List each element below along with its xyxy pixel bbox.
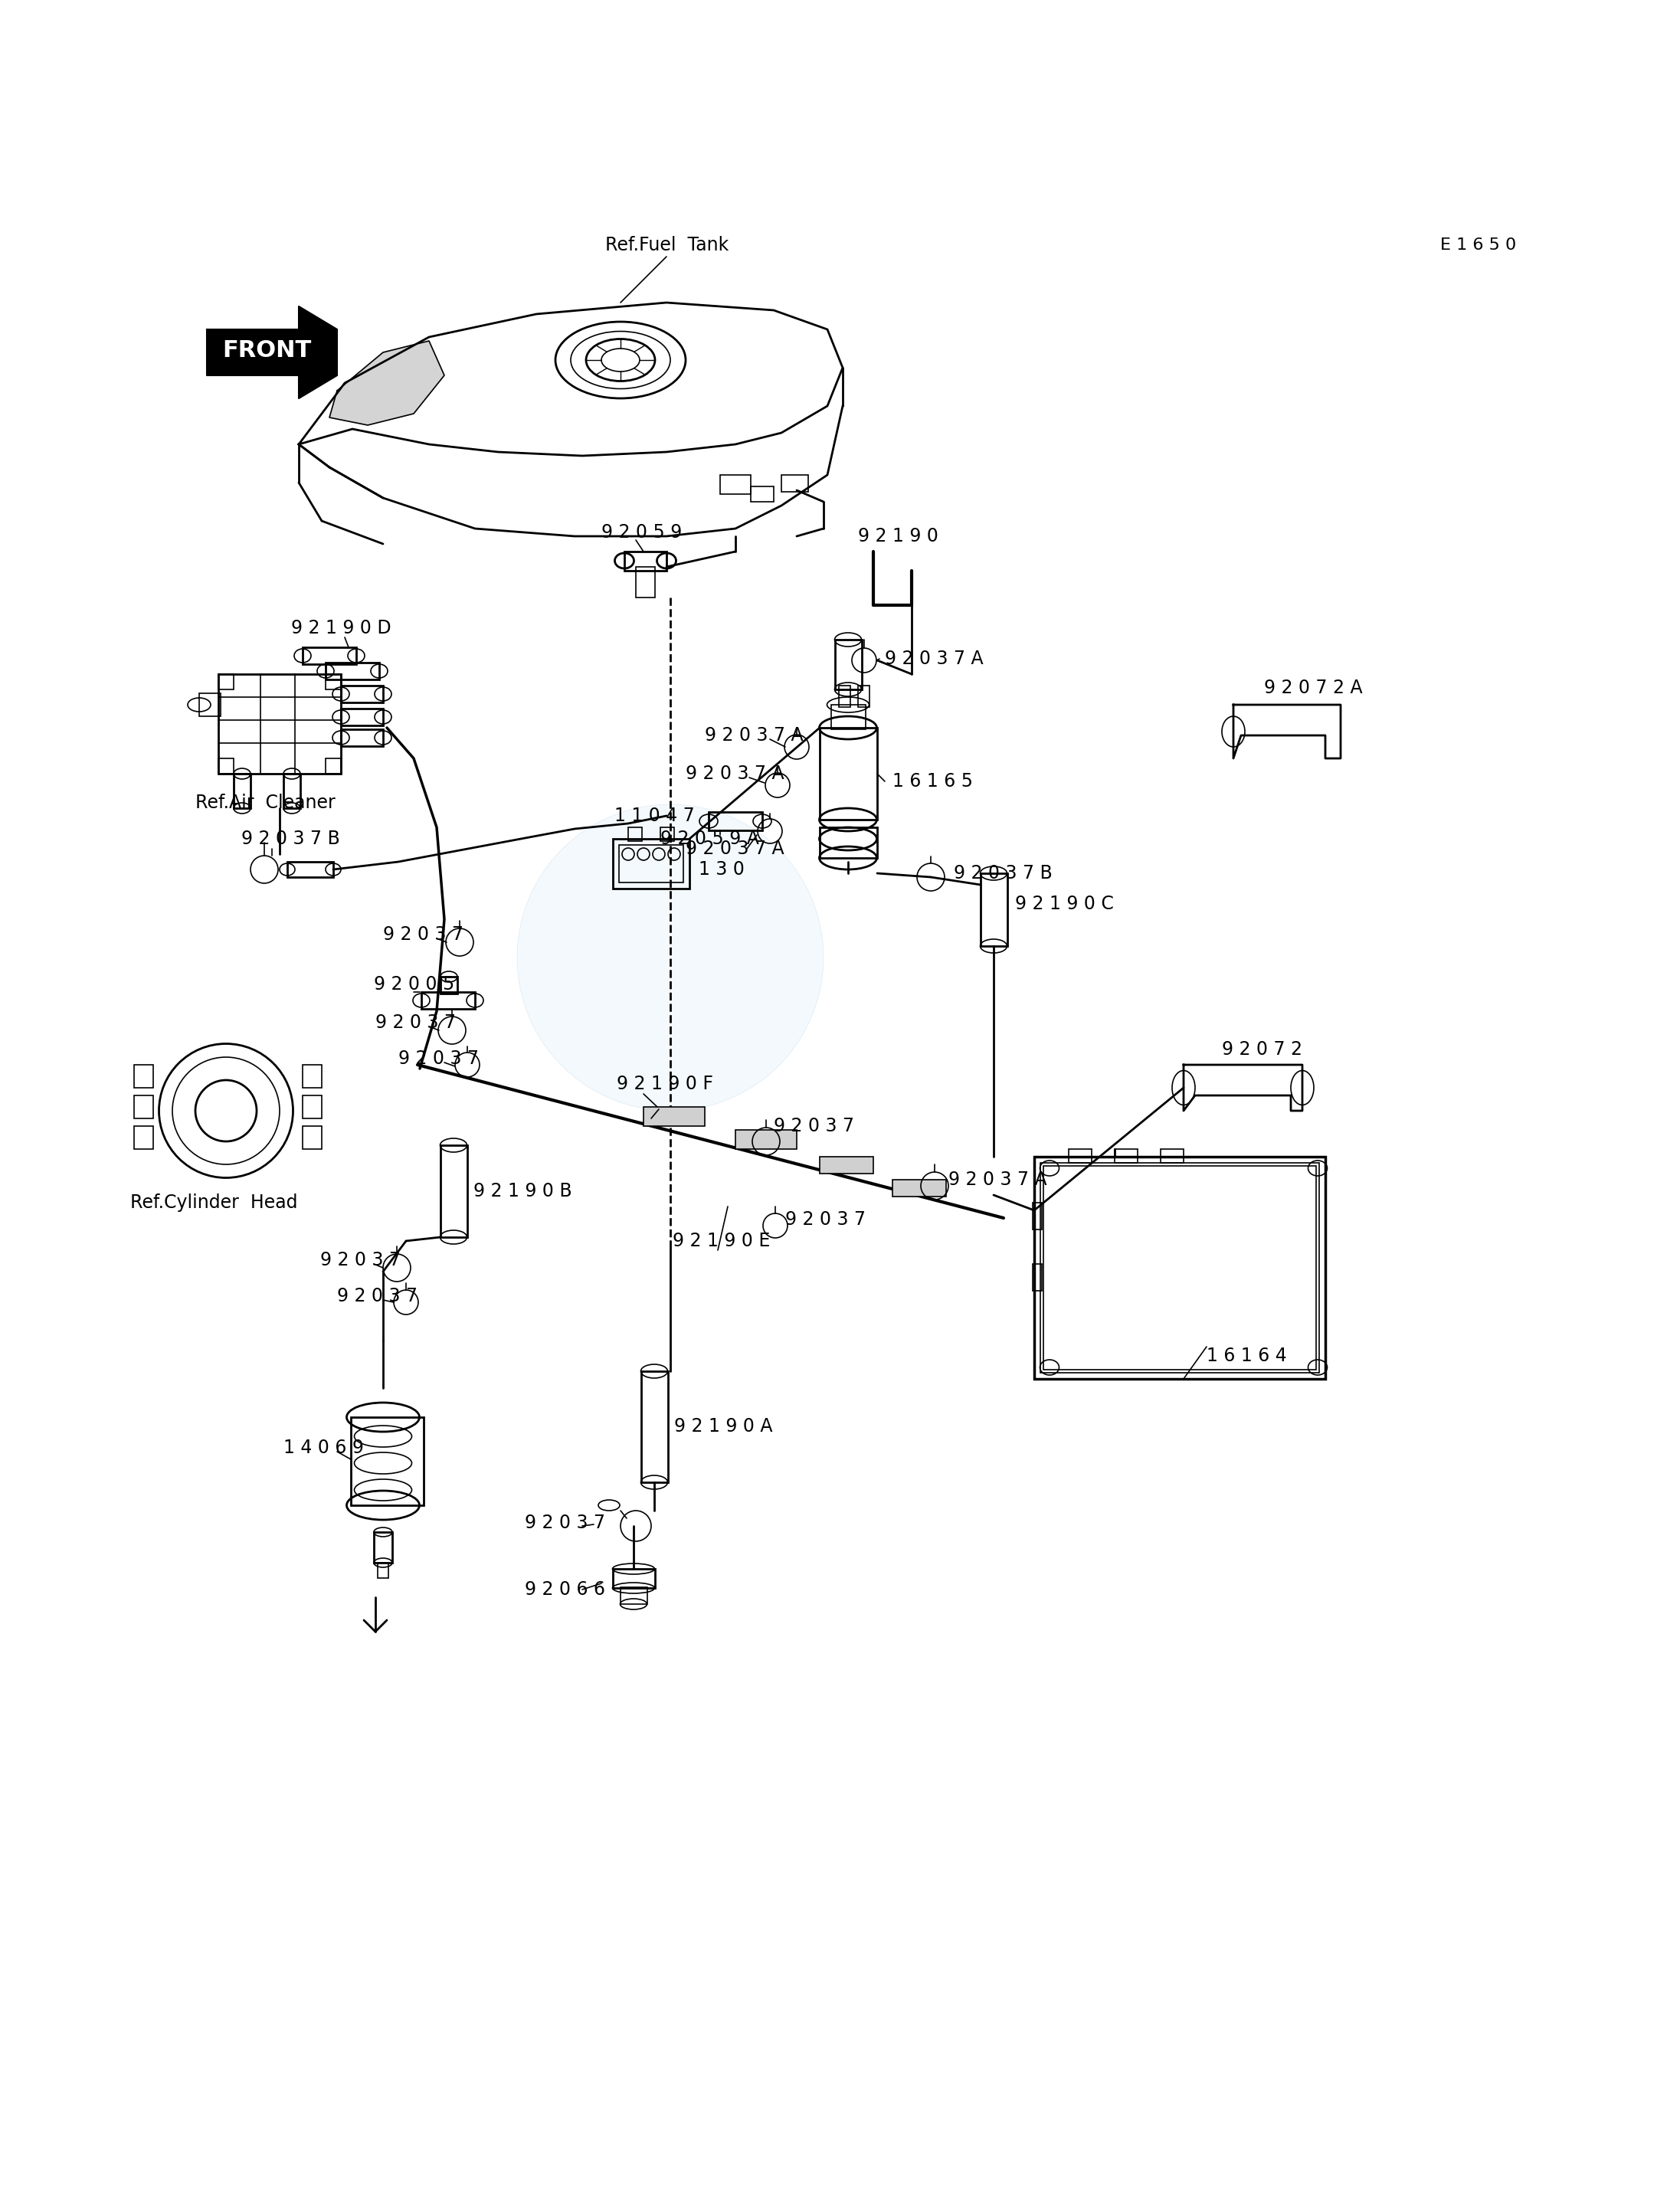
Bar <box>326 674 341 690</box>
Bar <box>660 828 674 841</box>
Polygon shape <box>207 305 338 398</box>
Bar <box>1043 1167 1315 1369</box>
Bar <box>820 1156 874 1173</box>
Text: 9 2 0 3 7: 9 2 0 3 7 <box>321 1250 400 1270</box>
Text: 9 2 0 3 7: 9 2 0 3 7 <box>398 1050 479 1068</box>
Text: 9 2 0 3 7 A: 9 2 0 3 7 A <box>949 1171 1047 1189</box>
Bar <box>341 685 383 703</box>
Text: 9 2 0 7 2: 9 2 0 7 2 <box>1221 1041 1302 1059</box>
Bar <box>134 1066 153 1088</box>
Text: 9 2 0 3 7: 9 2 0 3 7 <box>774 1116 853 1136</box>
Bar <box>375 1531 391 1562</box>
Text: 1 4 0 6 9: 1 4 0 6 9 <box>284 1439 365 1457</box>
Bar <box>721 475 751 494</box>
Bar <box>284 773 301 808</box>
Bar <box>1068 1149 1092 1162</box>
Text: 9 2 0 6 6: 9 2 0 6 6 <box>524 1580 605 1599</box>
Bar <box>351 1417 423 1505</box>
Text: 9 2 0 3 7 A: 9 2 0 3 7 A <box>685 839 785 859</box>
Bar <box>613 839 689 888</box>
Bar <box>625 551 667 571</box>
Text: Ref.Cylinder  Head: Ref.Cylinder Head <box>131 1193 297 1213</box>
Bar <box>835 639 862 690</box>
Bar <box>302 1096 323 1118</box>
Bar <box>613 1569 655 1588</box>
Text: 9 2 0 3 7: 9 2 0 3 7 <box>375 1013 455 1033</box>
Bar <box>1040 1162 1319 1373</box>
Bar <box>218 758 234 773</box>
Bar <box>287 861 333 877</box>
Bar <box>341 729 383 747</box>
Text: 9 2 0 0 5: 9 2 0 0 5 <box>375 975 455 993</box>
Bar <box>218 674 234 690</box>
Text: 9 2 0 3 7 B: 9 2 0 3 7 B <box>954 863 1052 883</box>
Bar <box>620 1586 647 1604</box>
Text: 9 2 0 3 7: 9 2 0 3 7 <box>383 925 464 945</box>
Bar <box>326 663 380 679</box>
Bar <box>618 846 684 883</box>
Bar <box>736 1129 796 1149</box>
Text: 1 6 1 6 4: 1 6 1 6 4 <box>1206 1347 1287 1364</box>
Bar <box>302 1066 323 1088</box>
Text: Ref.Fuel  Tank: Ref.Fuel Tank <box>605 235 729 255</box>
Bar <box>134 1096 153 1118</box>
Bar <box>820 828 877 859</box>
Text: 9 2 0 7 2 A: 9 2 0 7 2 A <box>1263 679 1362 696</box>
Bar <box>838 685 850 707</box>
Bar <box>1161 1149 1184 1162</box>
Bar <box>635 567 655 598</box>
Text: 9 2 1 9 0 A: 9 2 1 9 0 A <box>674 1417 773 1435</box>
Bar <box>981 872 1008 947</box>
Bar <box>892 1180 946 1197</box>
Text: 9 2 0 3 7: 9 2 0 3 7 <box>524 1514 605 1531</box>
Bar <box>341 710 383 725</box>
Text: 9 2 1 9 0 B: 9 2 1 9 0 B <box>474 1182 571 1200</box>
Bar <box>1114 1149 1137 1162</box>
Text: 9 2 1 9 0 C: 9 2 1 9 0 C <box>1015 894 1114 914</box>
Bar <box>858 685 870 707</box>
Bar <box>642 1371 669 1483</box>
Text: 1 3 0: 1 3 0 <box>699 861 744 879</box>
Text: 9 2 0 3 7 A: 9 2 0 3 7 A <box>885 650 983 668</box>
Text: 9 2 0 3 7 A: 9 2 0 3 7 A <box>706 727 803 745</box>
Text: 9 2 0 3 7 A: 9 2 0 3 7 A <box>685 765 785 782</box>
Bar <box>302 648 356 663</box>
Bar <box>302 1127 323 1149</box>
Text: 9 2 1 9 0 F: 9 2 1 9 0 F <box>617 1074 714 1094</box>
Text: Ref.Air  Cleaner: Ref.Air Cleaner <box>195 793 336 813</box>
Text: 1 1 0 4 7: 1 1 0 4 7 <box>615 806 694 826</box>
Text: 9 2 0 3 7: 9 2 0 3 7 <box>785 1211 865 1228</box>
Bar <box>134 1127 153 1149</box>
Bar <box>643 1107 706 1127</box>
Bar <box>709 813 763 830</box>
Bar <box>820 727 877 819</box>
Polygon shape <box>329 341 444 426</box>
Bar <box>832 705 865 729</box>
Text: 9 2 1 9 0: 9 2 1 9 0 <box>858 527 939 545</box>
Bar <box>440 978 457 993</box>
Bar <box>1035 1156 1326 1380</box>
Bar <box>751 486 774 501</box>
Bar <box>200 694 220 716</box>
Text: E 1 6 5 0: E 1 6 5 0 <box>1440 237 1517 253</box>
Text: 9 2 0 5 9 A: 9 2 0 5 9 A <box>660 830 759 848</box>
Bar <box>234 773 250 808</box>
Text: 1 6 1 6 5: 1 6 1 6 5 <box>892 771 973 791</box>
Bar <box>378 1562 388 1577</box>
Bar <box>1033 1263 1042 1292</box>
Text: 9 2 1 9 0 E: 9 2 1 9 0 E <box>672 1233 769 1250</box>
Bar <box>218 674 341 773</box>
Bar <box>1033 1202 1042 1230</box>
Bar <box>326 758 341 773</box>
Circle shape <box>517 804 823 1112</box>
Text: 9 2 0 3 7 B: 9 2 0 3 7 B <box>242 830 339 848</box>
Text: FRONT: FRONT <box>222 341 311 363</box>
Text: 9 2 1 9 0 D: 9 2 1 9 0 D <box>291 620 391 637</box>
Text: 9 2 0 5 9: 9 2 0 5 9 <box>601 523 682 543</box>
Bar <box>628 828 642 841</box>
Text: 9 2 0 3 7: 9 2 0 3 7 <box>338 1287 418 1305</box>
Bar <box>440 1145 467 1237</box>
Bar <box>781 475 808 492</box>
Bar <box>422 993 475 1008</box>
